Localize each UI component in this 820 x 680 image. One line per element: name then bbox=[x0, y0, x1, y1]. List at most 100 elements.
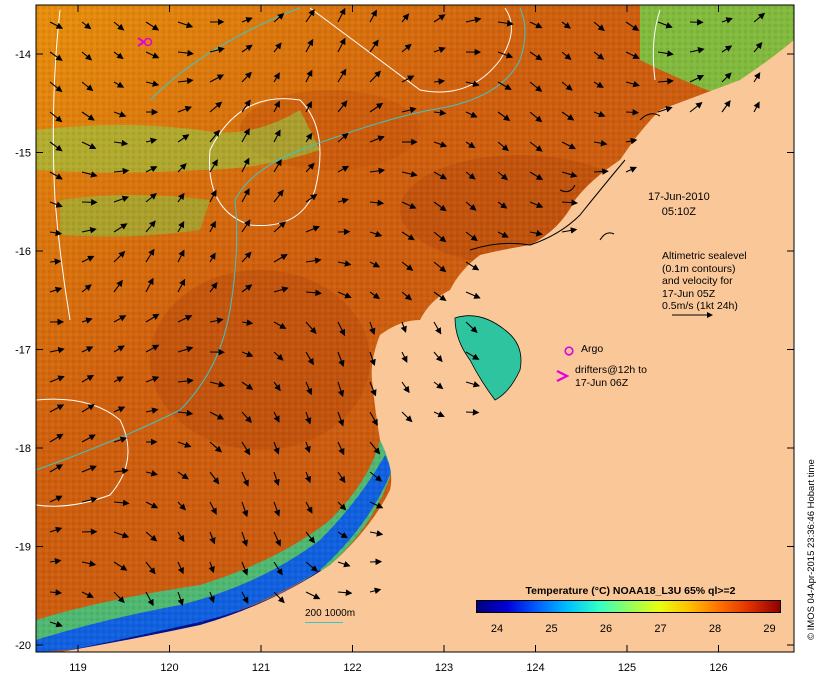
velocity-arrow bbox=[465, 111, 478, 118]
velocity-arrow bbox=[433, 171, 448, 180]
velocity-arrow bbox=[753, 101, 760, 113]
velocity-arrow bbox=[337, 321, 346, 337]
velocity-arrow bbox=[369, 351, 376, 367]
velocity-arrow bbox=[49, 589, 63, 596]
velocity-arrow bbox=[657, 106, 673, 113]
altimetry-line: and velocity for bbox=[662, 275, 733, 287]
velocity-arrow bbox=[689, 47, 705, 54]
velocity-arrow bbox=[113, 195, 130, 203]
velocity-arrow bbox=[625, 21, 640, 31]
longitude-tick-label: 125 bbox=[618, 662, 636, 674]
velocity-arrow bbox=[209, 101, 223, 113]
velocity-arrow bbox=[241, 251, 252, 263]
velocity-arrow bbox=[273, 591, 285, 604]
credit-text: © IMOS 04-Apr-2015 23:36:46 Hobart time bbox=[806, 459, 817, 640]
velocity-arrow bbox=[433, 109, 447, 117]
velocity-arrow bbox=[81, 227, 97, 234]
velocity-arrow bbox=[49, 346, 65, 354]
velocity-arrow bbox=[465, 381, 481, 388]
velocity-arrow bbox=[145, 21, 160, 31]
velocity-arrow bbox=[305, 591, 321, 600]
latitude-tick-label: -18 bbox=[15, 443, 31, 455]
velocity-arrow bbox=[209, 441, 223, 453]
velocity-arrow bbox=[369, 381, 377, 397]
map-frame bbox=[35, 4, 795, 653]
velocity-arrow bbox=[241, 561, 249, 576]
velocity-arrow bbox=[593, 51, 605, 60]
velocity-arrow bbox=[401, 43, 412, 53]
isobath-legend-label: 200 1000m bbox=[305, 608, 356, 619]
velocity-arrow bbox=[81, 560, 97, 567]
velocity-arrow bbox=[753, 12, 766, 23]
velocity-arrow bbox=[145, 220, 156, 233]
velocity-arrow bbox=[273, 189, 284, 203]
velocity-arrow bbox=[401, 75, 415, 83]
longitude-tick-label: 126 bbox=[709, 662, 727, 674]
velocity-arrow bbox=[113, 111, 127, 118]
velocity-arrow bbox=[593, 81, 604, 88]
velocity-arrow bbox=[721, 100, 731, 113]
velocity-arrow bbox=[401, 231, 415, 241]
velocity-arrow bbox=[401, 351, 408, 363]
velocity-arrow bbox=[209, 74, 225, 83]
velocity-arrow bbox=[177, 471, 189, 480]
velocity-vectors bbox=[49, 7, 766, 628]
velocity-arrow bbox=[177, 591, 184, 606]
velocity-arrow bbox=[177, 377, 194, 385]
velocity-arrow bbox=[49, 51, 63, 61]
velocity-arrow bbox=[305, 193, 318, 203]
velocity-arrow bbox=[337, 291, 352, 299]
argo-legend-icon bbox=[564, 346, 574, 356]
velocity-arrow bbox=[304, 441, 311, 454]
velocity-arrow bbox=[369, 587, 382, 595]
velocity-arrow bbox=[369, 441, 381, 455]
velocity-arrow bbox=[369, 230, 383, 238]
velocity-arrow bbox=[753, 72, 761, 83]
latitude-tick-label: -17 bbox=[15, 345, 31, 357]
velocity-arrow bbox=[241, 351, 254, 358]
velocity-arrow bbox=[241, 501, 249, 518]
velocity-arrow bbox=[145, 80, 160, 87]
velocity-arrow bbox=[49, 229, 63, 237]
velocity-arrow bbox=[337, 589, 353, 596]
velocity-arrow bbox=[401, 291, 413, 301]
velocity-arrow bbox=[529, 171, 544, 181]
velocity-arrow bbox=[337, 132, 349, 143]
velocity-arrow bbox=[305, 132, 313, 143]
velocity-arrow bbox=[433, 14, 446, 23]
velocity-arrow bbox=[273, 561, 283, 576]
velocity-arrow bbox=[305, 38, 314, 53]
velocity-arrow bbox=[337, 68, 347, 83]
velocity-arrow bbox=[81, 434, 96, 443]
longitude-tick-label: 124 bbox=[526, 662, 544, 674]
velocity-arrow bbox=[465, 80, 480, 87]
velocity-arrow bbox=[209, 220, 216, 233]
velocity-arrow bbox=[177, 501, 186, 511]
velocity-arrow bbox=[145, 51, 160, 59]
velocity-arrow bbox=[113, 531, 130, 539]
velocity-arrow bbox=[49, 433, 64, 443]
velocity-arrow bbox=[689, 75, 705, 83]
velocity-arrow bbox=[721, 72, 732, 83]
drifter-legend-label: drifters@12h to 17-Jun 06Z bbox=[575, 364, 647, 389]
velocity-arrow bbox=[465, 291, 481, 299]
velocity-arrow bbox=[209, 46, 225, 54]
king-sound-inlet bbox=[454, 315, 522, 401]
velocity-arrow bbox=[721, 17, 733, 24]
velocity-arrow bbox=[433, 141, 448, 148]
velocity-arrow bbox=[273, 501, 281, 517]
velocity-arrow bbox=[561, 21, 571, 29]
velocity-arrow bbox=[369, 471, 383, 482]
velocity-arrow bbox=[177, 163, 187, 173]
velocity-arrow bbox=[593, 168, 609, 175]
velocity-arrow bbox=[433, 411, 445, 418]
velocity-arrow bbox=[273, 471, 280, 486]
velocity-arrow bbox=[209, 189, 217, 203]
velocity-arrow bbox=[241, 284, 253, 293]
altimetry-line: Altimetric sealevel bbox=[662, 250, 747, 262]
velocity-arrow bbox=[305, 381, 313, 396]
drifter-line: drifters@12h to bbox=[575, 364, 647, 376]
velocity-arrow bbox=[49, 558, 62, 565]
velocity-arrow bbox=[337, 260, 352, 267]
velocity-arrow bbox=[113, 250, 126, 263]
